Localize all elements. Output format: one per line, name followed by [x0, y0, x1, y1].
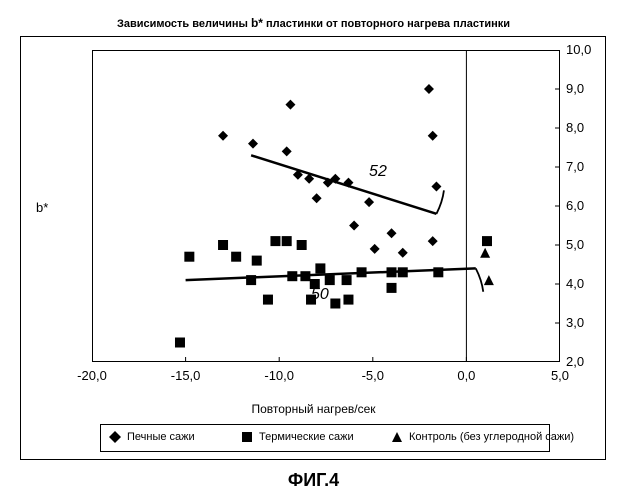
x-tick-label: -10,0 [259, 368, 299, 383]
chart-title: Зависимость величины b* пластинки от пов… [0, 16, 627, 30]
trend-annotation: 52 [369, 163, 387, 181]
title-suffix: пластинки от повторного нагрева пластинк… [263, 18, 510, 30]
y-tick-label: 9,0 [566, 81, 606, 96]
x-tick-label: 5,0 [540, 368, 580, 383]
triangle-icon [391, 431, 403, 443]
x-tick-label: -20,0 [72, 368, 112, 383]
y-tick-label: 7,0 [566, 159, 606, 174]
y-tick-label: 10,0 [566, 42, 606, 57]
figure-wrapper: Зависимость величины b* пластинки от пов… [0, 0, 627, 500]
legend-item-furnace: Печные сажи [109, 431, 195, 443]
y-tick-label: 2,0 [566, 354, 606, 369]
legend-label-thermal: Термические сажи [259, 431, 354, 443]
title-bstar: b* [251, 16, 263, 30]
x-tick-label: -5,0 [353, 368, 393, 383]
y-axis-label: b* [36, 200, 48, 215]
square-icon [241, 431, 253, 443]
x-tick-label: -15,0 [166, 368, 206, 383]
figure-caption: ФИГ.4 [0, 470, 627, 491]
y-tick-label: 8,0 [566, 120, 606, 135]
y-tick-label: 3,0 [566, 315, 606, 330]
legend-item-control: Контроль (без углеродной сажи) [391, 431, 574, 443]
scatter-plot [92, 50, 560, 362]
diamond-icon [109, 431, 121, 443]
trend-annotation: 50 [311, 286, 329, 304]
legend-label-furnace: Печные сажи [127, 431, 195, 443]
x-axis-label: Повторный нагрев/сек [0, 402, 627, 416]
y-tick-label: 5,0 [566, 237, 606, 252]
title-prefix: Зависимость величины [117, 18, 251, 30]
legend-label-control: Контроль (без углеродной сажи) [409, 431, 574, 443]
y-tick-label: 4,0 [566, 276, 606, 291]
legend-item-thermal: Термические сажи [241, 431, 354, 443]
y-tick-label: 6,0 [566, 198, 606, 213]
x-tick-label: 0,0 [446, 368, 486, 383]
legend: Печные сажи Термические сажи Контроль (б… [100, 424, 550, 452]
